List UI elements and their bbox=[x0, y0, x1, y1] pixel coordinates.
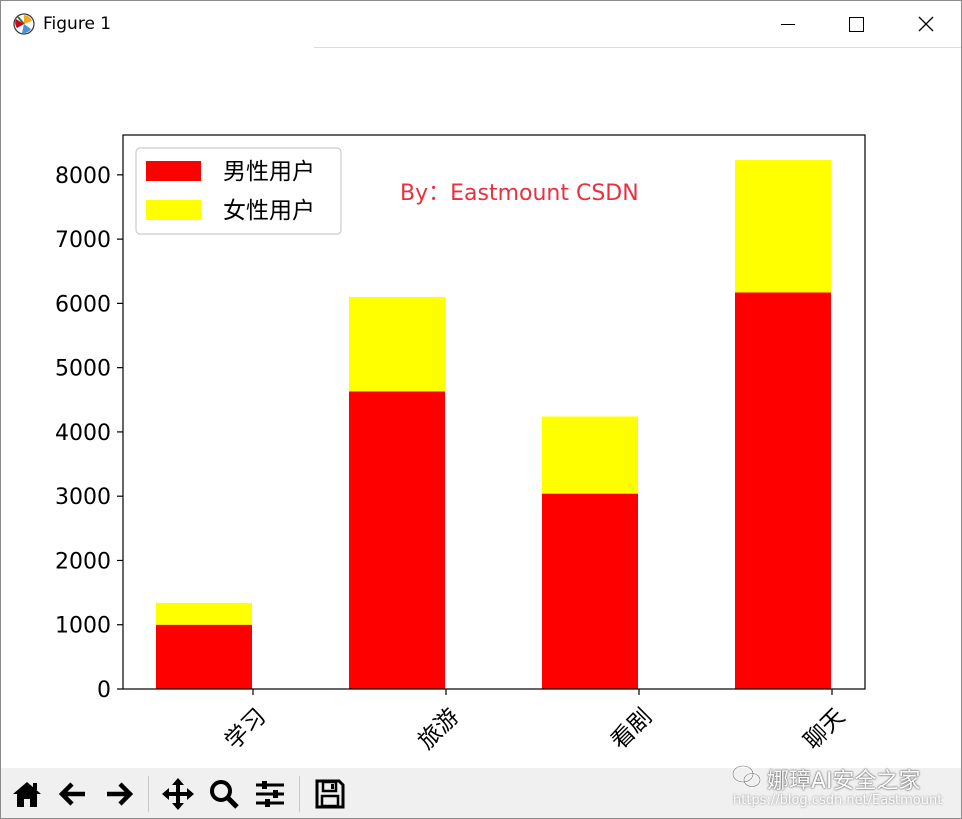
y-tick-label: 0 bbox=[97, 678, 111, 703]
chart-annotation: By：Eastmount CSDN bbox=[400, 181, 639, 206]
bar-female-0 bbox=[156, 602, 252, 625]
bars-group bbox=[156, 160, 831, 689]
title-bar[interactable]: Figure 1 bbox=[1, 1, 961, 47]
forward-icon bbox=[107, 782, 134, 806]
x-tick-label: 学习 bbox=[220, 704, 271, 755]
x-axis: 学习 旅游 看剧 聊天 bbox=[220, 689, 850, 755]
back-icon bbox=[58, 782, 85, 806]
save-icon bbox=[315, 779, 345, 809]
title-separator bbox=[314, 47, 961, 48]
y-tick-label: 5000 bbox=[55, 357, 111, 382]
bar-female-1 bbox=[349, 296, 445, 392]
wechat-icon bbox=[732, 765, 761, 788]
legend-label-male: 男性用户 bbox=[223, 159, 315, 185]
navigation-toolbar bbox=[1, 768, 961, 818]
close-button[interactable] bbox=[891, 1, 961, 47]
zoom-icon bbox=[210, 780, 239, 809]
legend-swatch-female bbox=[146, 200, 201, 220]
pan-button[interactable] bbox=[160, 776, 196, 812]
home-icon bbox=[13, 782, 41, 807]
watermark-url: https://blog.csdn.net/Eastmount bbox=[733, 793, 943, 808]
close-icon bbox=[918, 16, 934, 32]
y-tick-label: 3000 bbox=[55, 485, 111, 510]
legend-swatch-male bbox=[146, 161, 201, 181]
y-tick-label: 6000 bbox=[55, 292, 111, 317]
matplotlib-app-icon bbox=[13, 13, 35, 35]
configure-subplots-button[interactable] bbox=[252, 776, 288, 812]
minimize-button[interactable] bbox=[753, 1, 823, 47]
bar-female-3 bbox=[735, 160, 831, 293]
minimize-icon bbox=[781, 23, 795, 25]
window-title: Figure 1 bbox=[43, 14, 112, 34]
bar-male-0 bbox=[156, 624, 252, 689]
bar-male-2 bbox=[542, 493, 638, 689]
legend-label-female: 女性用户 bbox=[223, 198, 315, 224]
bar-female-2 bbox=[542, 416, 638, 494]
x-tick-label: 旅游 bbox=[413, 704, 464, 755]
save-button[interactable] bbox=[312, 776, 348, 812]
legend: 男性用户 女性用户 bbox=[135, 147, 342, 235]
y-tick-label: 8000 bbox=[55, 164, 111, 189]
forward-button[interactable] bbox=[101, 776, 137, 812]
home-button[interactable] bbox=[9, 776, 45, 812]
plot-area-frame bbox=[122, 134, 866, 690]
bar-male-3 bbox=[735, 292, 831, 689]
x-tick-label: 聊天 bbox=[799, 704, 850, 755]
y-tick-label: 2000 bbox=[55, 549, 111, 574]
pan-icon bbox=[162, 778, 194, 810]
back-button[interactable] bbox=[55, 776, 91, 812]
bar-male-1 bbox=[349, 391, 445, 689]
toolbar-separator bbox=[148, 776, 149, 812]
figure-canvas[interactable]: 0 1000 2000 3000 4000 5000 6000 7000 8000 学习 旅游 看剧… bbox=[1, 48, 961, 768]
y-tick-label: 1000 bbox=[55, 614, 111, 639]
x-tick-label: 看剧 bbox=[606, 704, 657, 755]
maximize-button[interactable] bbox=[821, 1, 891, 47]
stacked-bar-chart[interactable]: 0 1000 2000 3000 4000 5000 6000 7000 8000 学习 旅游 看剧… bbox=[1, 48, 961, 768]
toolbar-separator bbox=[299, 776, 300, 812]
watermark-title: 娜璋AI安全之家 bbox=[767, 769, 921, 794]
zoom-button[interactable] bbox=[206, 776, 242, 812]
y-axis: 0 1000 2000 3000 4000 5000 6000 7000 8000 bbox=[55, 164, 123, 703]
y-tick-label: 7000 bbox=[55, 228, 111, 253]
configure-subplots-icon bbox=[256, 781, 284, 807]
maximize-icon bbox=[848, 16, 864, 32]
y-tick-label: 4000 bbox=[55, 421, 111, 446]
